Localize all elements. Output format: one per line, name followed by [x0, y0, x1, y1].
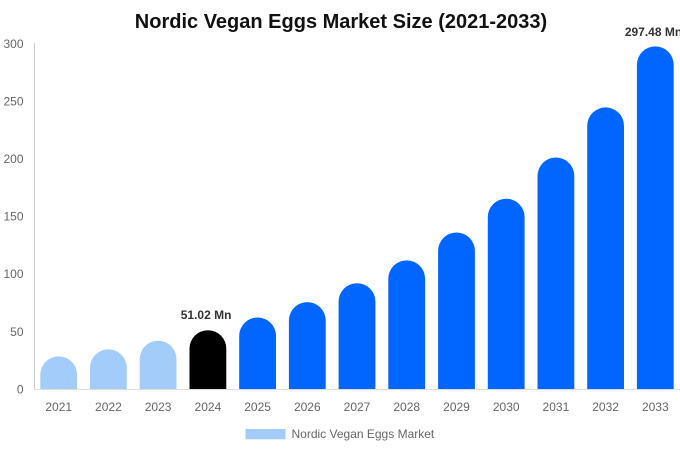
- svg-text:2030: 2030: [493, 400, 520, 414]
- svg-text:0: 0: [17, 382, 24, 396]
- svg-text:2028: 2028: [393, 400, 420, 414]
- svg-text:2025: 2025: [244, 400, 271, 414]
- svg-text:Nordic Vegan Eggs Market Size: Nordic Vegan Eggs Market Size (2021-2033…: [135, 11, 547, 33]
- svg-text:50: 50: [10, 325, 24, 339]
- svg-text:2023: 2023: [145, 400, 172, 414]
- svg-text:2022: 2022: [95, 400, 122, 414]
- svg-text:2032: 2032: [592, 400, 619, 414]
- svg-text:250: 250: [3, 95, 23, 109]
- svg-text:300: 300: [3, 37, 23, 51]
- svg-text:2026: 2026: [294, 400, 321, 414]
- svg-text:2029: 2029: [443, 400, 470, 414]
- svg-text:200: 200: [3, 152, 23, 166]
- svg-text:150: 150: [3, 210, 23, 224]
- svg-text:2021: 2021: [45, 400, 72, 414]
- svg-text:51.02 Mn: 51.02 Mn: [181, 308, 232, 322]
- svg-text:Nordic Vegan Eggs Market: Nordic Vegan Eggs Market: [292, 427, 435, 441]
- svg-text:2024: 2024: [195, 400, 222, 414]
- svg-text:2033: 2033: [642, 400, 669, 414]
- svg-text:2031: 2031: [543, 400, 570, 414]
- svg-text:2027: 2027: [344, 400, 371, 414]
- svg-text:100: 100: [3, 267, 23, 281]
- svg-text:297.48 Mn: 297.48 Mn: [625, 25, 680, 39]
